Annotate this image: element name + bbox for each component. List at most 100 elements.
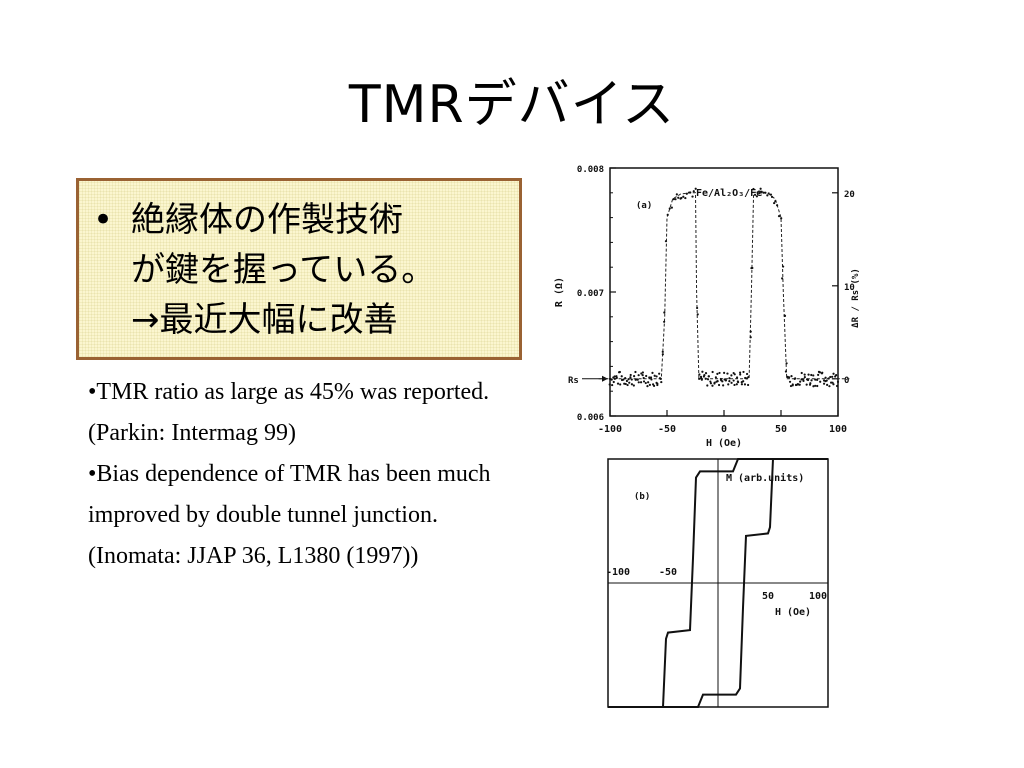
data-point: [750, 266, 753, 270]
data-point: [703, 373, 706, 377]
data-point: [707, 375, 710, 378]
data-point: [819, 380, 822, 383]
data-point: [806, 378, 810, 382]
data-point: [641, 371, 645, 374]
data-point: [749, 330, 752, 333]
data-point: [709, 382, 713, 385]
data-point: [717, 383, 721, 387]
data-point: [714, 376, 718, 379]
data-point: [721, 380, 724, 383]
data-point: [801, 378, 805, 381]
data-point: [648, 376, 651, 379]
x-axis-label: H (Oe): [706, 438, 742, 448]
data-point: [696, 313, 699, 316]
panel-label: (b): [634, 492, 650, 502]
data-point: [615, 375, 618, 378]
y-tick-label: 0.006: [577, 413, 604, 423]
data-point: [608, 383, 611, 386]
callout-box: • 絶縁体の作製技術 が鍵を握っている。 →最近大幅に改善: [76, 178, 522, 360]
data-point: [762, 191, 765, 194]
data-point: [718, 371, 721, 375]
data-point: [783, 314, 786, 317]
data-point: [656, 383, 659, 387]
data-point: [613, 375, 616, 378]
data-point: [769, 193, 773, 196]
data-point: [698, 373, 701, 376]
data-point: [666, 213, 669, 216]
data-point: [760, 190, 763, 193]
data-point: [732, 379, 735, 382]
x-tick-label: 100: [809, 591, 827, 602]
data-point: [777, 215, 781, 218]
y2-tick-label: 0: [844, 376, 849, 386]
data-point: [832, 372, 835, 375]
data-point: [653, 374, 656, 377]
data-point: [630, 383, 634, 386]
data-point: [709, 380, 712, 383]
data-point: [735, 376, 739, 379]
y2-axis-label: ΔR / Rs (%): [851, 268, 861, 328]
data-point: [818, 371, 822, 374]
data-point: [642, 380, 646, 383]
data-point: [655, 375, 658, 378]
data-point: [634, 378, 637, 381]
data-point: [672, 198, 675, 201]
data-point: [770, 195, 774, 198]
data-point: [677, 196, 680, 199]
note-item-bias-dependence: •Bias dependence of TMR has been much im…: [88, 461, 491, 569]
data-point: [698, 377, 701, 380]
data-point: [639, 381, 643, 384]
x-tick-label: -50: [659, 567, 677, 578]
y-axis-label: R (Ω): [554, 277, 565, 307]
data-point: [733, 383, 736, 387]
series-branch-2: [608, 458, 828, 708]
data-point: [764, 191, 767, 194]
callout-text: 絶縁体の作製技術 が鍵を握っている。 →最近大幅に改善: [131, 200, 436, 340]
data-point: [739, 373, 742, 376]
data-point: [642, 376, 645, 380]
data-point: [722, 384, 725, 387]
series-loop-line: [598, 191, 850, 380]
data-point: [814, 378, 817, 381]
data-point: [825, 379, 828, 382]
data-point: [723, 371, 726, 374]
data-point: [773, 201, 776, 205]
data-point: [713, 381, 716, 384]
data-point: [636, 378, 639, 381]
x-tick-label: -100: [606, 567, 630, 578]
data-point: [711, 370, 714, 374]
data-point: [641, 374, 644, 377]
data-point: [800, 371, 803, 375]
panel-label: (a): [636, 201, 652, 211]
data-point: [637, 374, 640, 377]
data-point: [788, 376, 791, 379]
data-point: [668, 207, 671, 210]
data-point: [650, 378, 653, 381]
data-point: [647, 381, 650, 384]
data-point: [835, 384, 839, 388]
x-axis-label: H (Oe): [775, 607, 811, 618]
data-point: [740, 383, 744, 386]
data-point: [724, 379, 727, 382]
data-point: [627, 378, 630, 381]
data-point: [776, 204, 779, 207]
x-tick-label: -100: [598, 424, 622, 435]
y-tick-label: 0.007: [577, 289, 604, 299]
data-point: [685, 192, 688, 195]
data-point: [625, 379, 629, 383]
data-point: [615, 376, 618, 380]
data-point: [663, 311, 666, 314]
data-point: [610, 378, 613, 381]
data-point: [637, 381, 640, 384]
data-point: [752, 187, 755, 191]
notes-list: •TMR ratio as large as 45% was reported.…: [88, 372, 508, 577]
y2-tick-label: 20: [844, 190, 855, 200]
data-point: [730, 374, 733, 377]
data-point: [663, 320, 666, 323]
data-point: [742, 380, 745, 383]
data-point: [790, 374, 793, 378]
data-point: [699, 375, 703, 378]
data-point: [616, 382, 620, 385]
data-point: [832, 383, 835, 386]
data-point: [706, 378, 710, 381]
